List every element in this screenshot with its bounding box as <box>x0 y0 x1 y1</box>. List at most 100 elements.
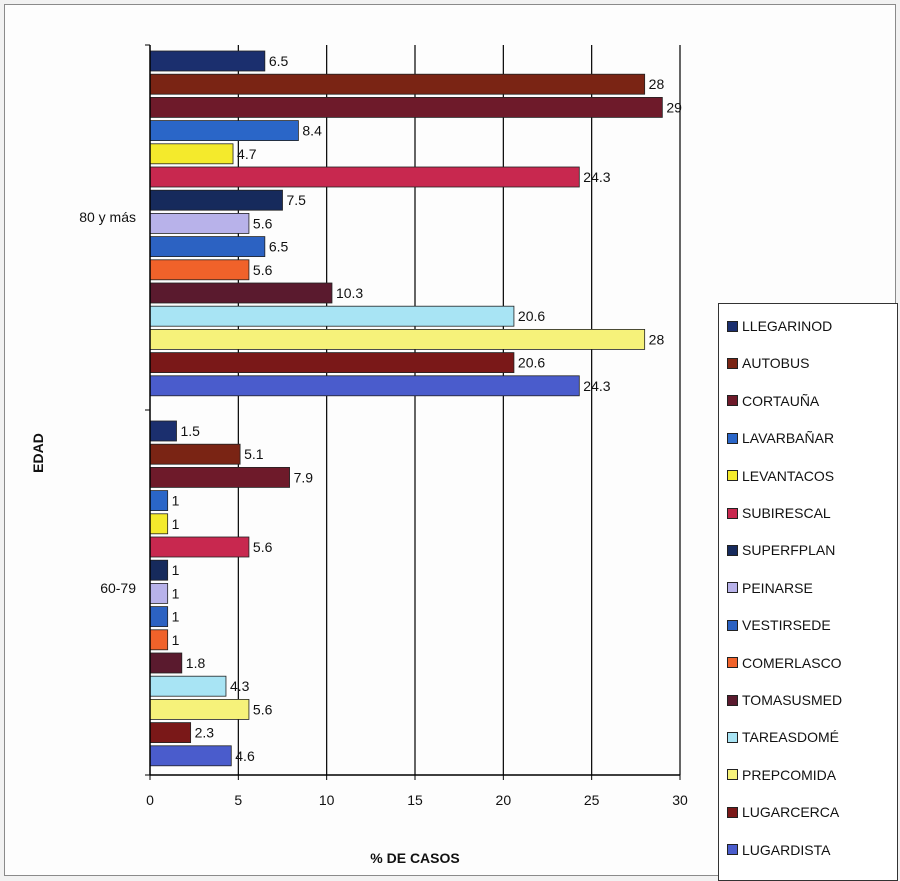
value-label: 24.3 <box>583 378 610 394</box>
bar <box>149 629 169 651</box>
legend-label: SUPERFPLAN <box>742 542 836 559</box>
legend-label: LEVANTACOS <box>742 467 835 484</box>
x-axis-title: % DE CASOS <box>370 850 459 866</box>
legend-swatch <box>727 470 738 482</box>
value-label: 20.6 <box>518 355 545 371</box>
legend-swatch <box>727 844 738 856</box>
bar <box>149 606 169 627</box>
legend-label: SUBIRESCAL <box>742 505 831 521</box>
legend-swatch <box>727 806 738 818</box>
legend-swatch <box>727 544 738 556</box>
group-label: 60-79 <box>100 580 136 596</box>
bar <box>149 699 250 720</box>
bar <box>149 466 290 488</box>
legend-item: LUGARCERCA <box>727 802 839 822</box>
bar <box>149 259 250 281</box>
value-label: 1 <box>172 562 180 578</box>
x-tick-label: 25 <box>584 792 600 808</box>
value-label: 1 <box>172 632 180 648</box>
legend-swatch <box>727 694 738 706</box>
value-label: 24.3 <box>583 169 610 185</box>
value-label: 5.1 <box>244 446 264 462</box>
bar <box>149 559 169 581</box>
legend-label: LUGARDISTA <box>742 841 831 858</box>
x-tick-label: 10 <box>319 792 335 808</box>
value-label: 1 <box>172 609 180 625</box>
bar-chart: 6.528298.44.724.37.55.66.55.610.320.6282… <box>30 44 688 866</box>
legend-item: LAVARBAÑAR <box>727 428 834 448</box>
legend-item: COMERLASCO <box>727 653 842 673</box>
bar <box>149 583 169 604</box>
value-label: 1.5 <box>181 423 201 439</box>
legend-item: CORTAUÑA <box>727 391 819 411</box>
value-label: 1 <box>172 493 180 509</box>
legend-label: TOMASUSMED <box>742 692 843 708</box>
bar <box>149 328 646 350</box>
legend-label: PEINARSE <box>742 579 813 596</box>
legend-item: LUGARDISTA <box>727 840 830 860</box>
value-label: 5.6 <box>253 701 273 717</box>
legend: LLEGARINOD AUTOBUS CORTAUÑA LAVARBAÑAR LEVAN… <box>718 303 898 881</box>
legend-label: COMERLASCO <box>742 654 842 671</box>
legend-label: TAREASDOMÉ <box>742 729 839 746</box>
value-label: 20.6 <box>518 308 545 324</box>
value-label: 6.5 <box>269 239 289 255</box>
legend-label: LLEGARINOD <box>742 318 833 334</box>
value-label: 28 <box>649 331 665 347</box>
bar <box>149 189 283 211</box>
bar <box>149 420 177 442</box>
x-tick-label: 30 <box>672 792 688 808</box>
legend-label: AUTOBUS <box>742 355 810 372</box>
legend-item: PREPCOMIDA <box>727 765 836 785</box>
bar <box>149 305 515 327</box>
legend-item: SUPERFPLAN <box>727 540 835 560</box>
bar <box>149 443 241 465</box>
value-label: 5.6 <box>253 262 273 278</box>
bar <box>149 375 580 397</box>
legend-item: LLEGARINOD <box>727 316 832 336</box>
value-label: 5.6 <box>253 539 273 555</box>
legend-item: TAREASDOMÉ <box>727 727 839 747</box>
y-axis-title: EDAD <box>30 433 46 473</box>
legend-label: CORTAUÑA <box>742 392 820 409</box>
legend-label: VESTIRSEDE <box>742 617 831 634</box>
group-label: 80 y más <box>79 209 136 225</box>
value-label: 1.8 <box>186 655 206 671</box>
value-label: 1 <box>172 585 180 601</box>
chart-frame: 6.5 28 29 8.4 4.7 24.3 7.5 5.6 6.5 5.6 10.3 20.6 28 2… <box>4 4 898 881</box>
bar <box>149 352 515 374</box>
value-label: 6.5 <box>269 53 289 69</box>
value-label: 7.9 <box>294 469 314 485</box>
value-label: 28 <box>649 76 665 92</box>
bar <box>149 166 580 188</box>
legend-item: PEINARSE <box>727 578 813 598</box>
bar <box>149 212 250 234</box>
legend-swatch <box>727 731 738 743</box>
legend-swatch <box>727 582 738 594</box>
value-label: 5.6 <box>253 215 273 231</box>
legend-label: LAVARBAÑAR <box>742 430 835 447</box>
x-tick-label: 5 <box>234 792 242 808</box>
legend-swatch <box>727 432 738 444</box>
legend-item: VESTIRSEDE <box>727 615 831 635</box>
bar <box>149 73 646 95</box>
legend-label: LUGARCERCA <box>742 804 840 821</box>
legend-item: SUBIRESCAL <box>727 503 831 523</box>
legend-swatch <box>727 507 738 519</box>
legend-swatch <box>727 395 738 407</box>
legend-item: AUTOBUS <box>727 353 809 373</box>
bar <box>149 675 227 697</box>
value-label: 4.3 <box>230 678 250 694</box>
bar <box>149 722 192 743</box>
x-tick-label: 20 <box>496 792 512 808</box>
value-label: 2.3 <box>195 725 215 741</box>
bar <box>149 120 299 141</box>
bar <box>149 513 169 535</box>
value-label: 29 <box>666 99 682 115</box>
bar <box>149 745 232 767</box>
legend-swatch <box>727 357 738 369</box>
value-label: 7.5 <box>287 192 307 208</box>
value-label: 4.7 <box>237 146 257 162</box>
legend-swatch <box>727 320 738 332</box>
bar <box>149 652 183 674</box>
